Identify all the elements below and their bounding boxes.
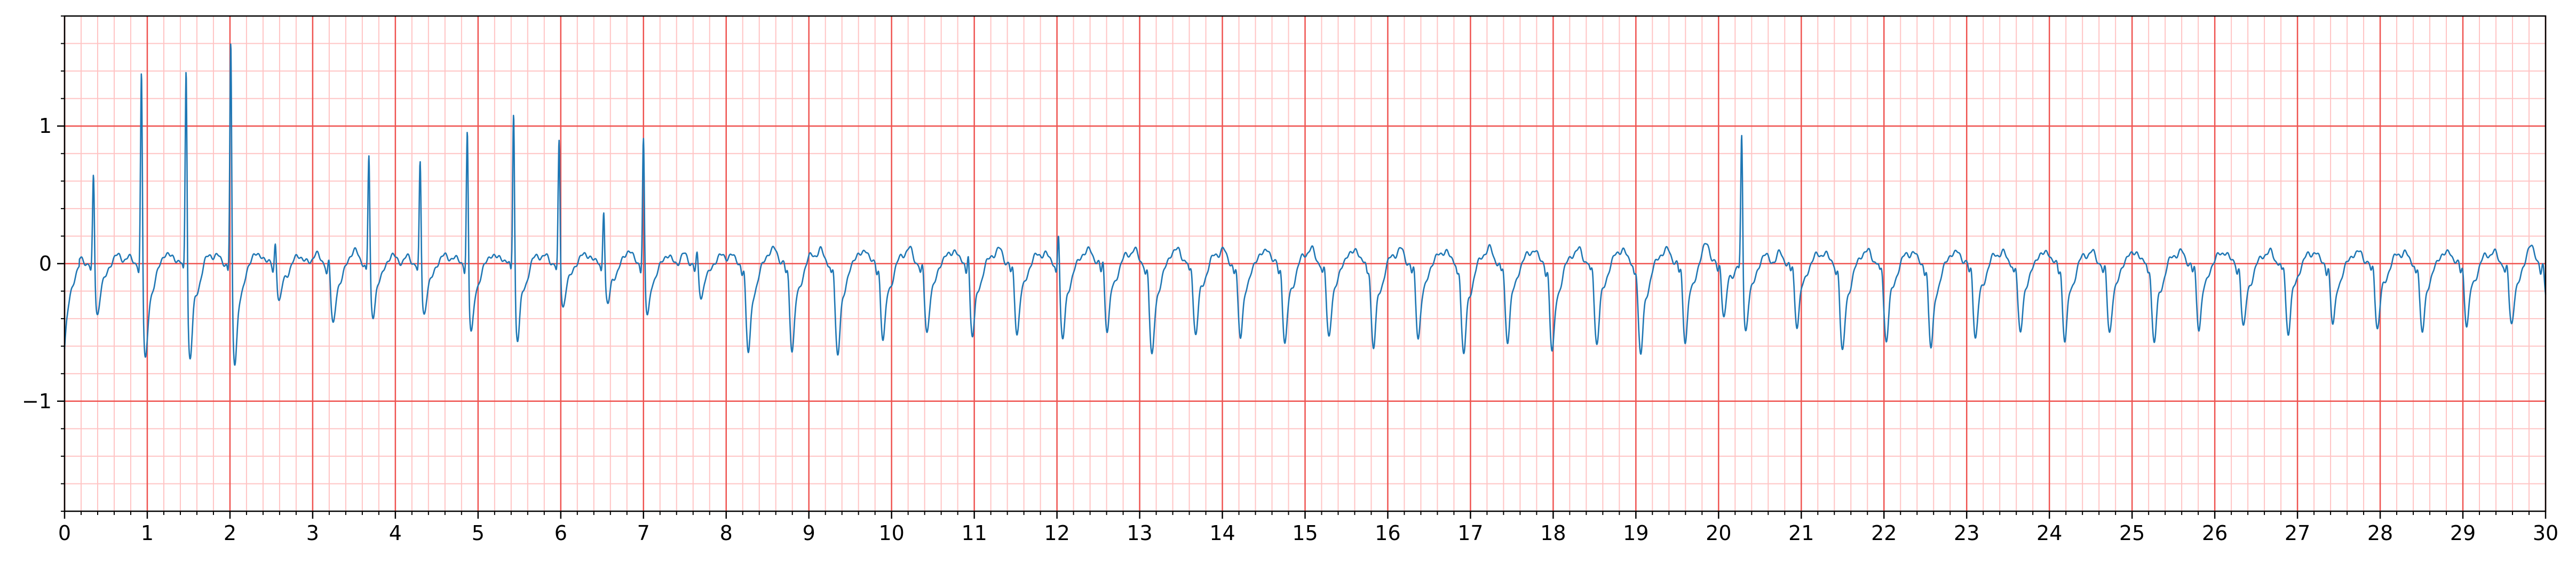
y-tick-label: 1 [39,114,52,138]
x-tick-label: 10 [878,521,904,545]
x-tick-label: 11 [961,521,987,545]
x-tick-label: 12 [1044,521,1069,545]
y-tick-label: −1 [22,390,52,413]
x-tick-label: 25 [2119,521,2145,545]
x-tick-label: 18 [1540,521,1566,545]
x-tick-label: 5 [472,521,485,545]
x-tick-label: 17 [1457,521,1483,545]
x-tick-label: 0 [58,521,71,545]
x-tick-label: 23 [1954,521,1979,545]
major-grid [64,16,2547,511]
x-tick-label: 6 [554,521,567,545]
x-tick-label: 13 [1127,521,1152,545]
x-tick-label: 3 [306,521,319,545]
y-tick-label: 0 [39,252,52,275]
x-tick-label: 7 [637,521,650,545]
x-tick-label: 20 [1706,521,1731,545]
y-axis: 1 0 −1 [22,15,65,512]
x-tick-label: 22 [1871,521,1897,545]
x-tick-label: 29 [2450,521,2476,545]
x-tick-label: 28 [2367,521,2393,545]
x-tick-label: 1 [141,521,154,545]
x-tick-label: 15 [1292,521,1318,545]
plot-area [64,43,2547,366]
x-tick-label: 24 [2036,521,2062,545]
ecg-signal-line [64,43,2547,366]
x-tick-label: 4 [389,521,402,545]
x-tick-label: 16 [1375,521,1400,545]
x-tick-label: 21 [1788,521,1814,545]
x-tick-label: 26 [2202,521,2228,545]
x-tick-label: 8 [720,521,733,545]
x-axis: 0 1 2 3 4 5 6 7 8 9 10 11 12 13 14 15 16 17 18 19 20 21 22 23 24… [58,511,2558,545]
x-tick-label: 19 [1623,521,1648,545]
x-tick-label: 2 [224,521,236,545]
x-tick-label: 14 [1209,521,1235,545]
x-tick-label: 30 [2533,521,2558,545]
x-tick-label: 9 [803,521,815,545]
x-tick-label: 27 [2285,521,2310,545]
